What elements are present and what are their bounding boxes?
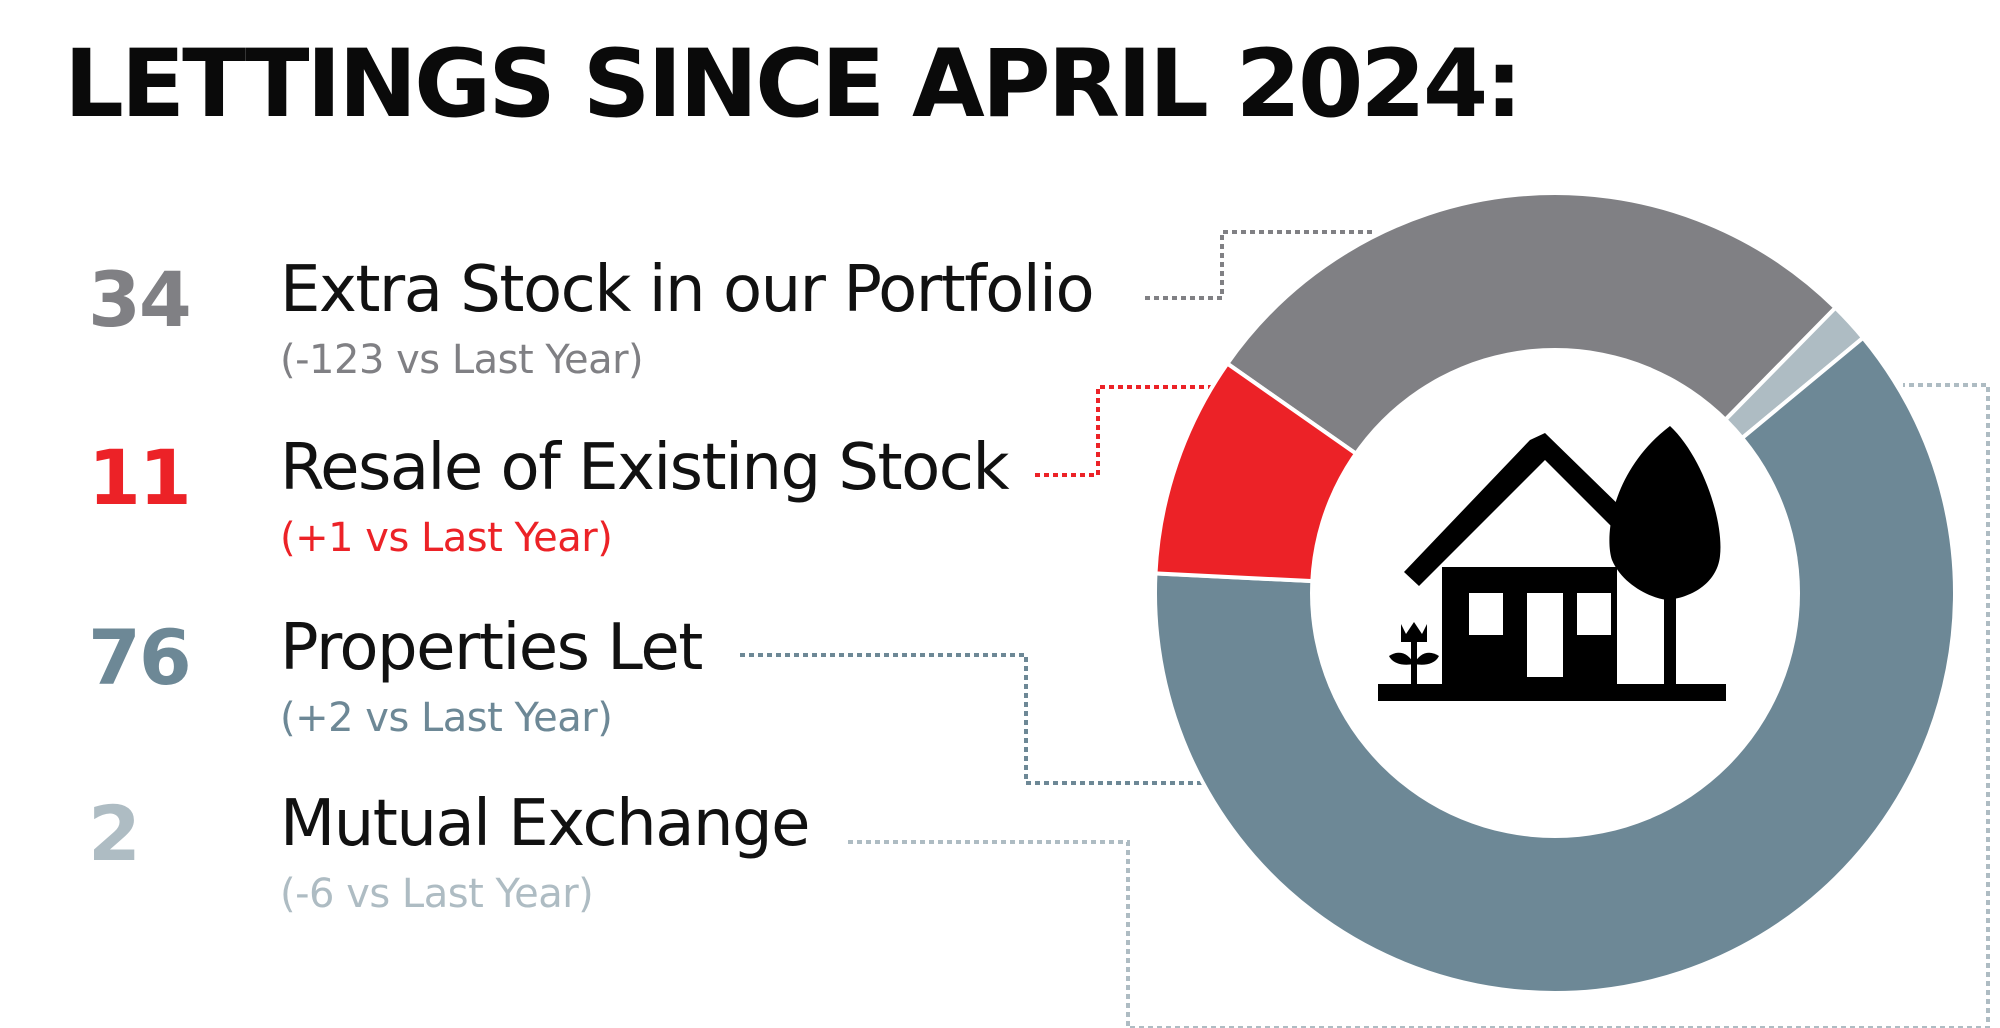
house-with-tree-icon (1378, 426, 1726, 701)
leader-line-resale (1035, 385, 1212, 477)
stat-value-extra-stock: 34 (88, 255, 192, 344)
leader-line-extra-stock (1145, 230, 1375, 300)
stat-change-properties-let: (+2 vs Last Year) (280, 695, 613, 741)
page-title: LETTINGS SINCE APRIL 2024: (64, 30, 1523, 139)
stat-label-properties-let: Properties Let (280, 611, 703, 685)
stat-change-extra-stock: (-123 vs Last Year) (280, 337, 644, 383)
leader-line-properties-let (740, 653, 1206, 785)
leader-line-mutual-exchange (848, 383, 1990, 1028)
stat-label-extra-stock: Extra Stock in our Portfolio (280, 253, 1095, 327)
leader-lines (740, 230, 1990, 1028)
stat-value-resale: 11 (88, 433, 192, 522)
stat-label-mutual-exchange: Mutual Exchange (280, 787, 811, 861)
stat-change-mutual-exchange: (-6 vs Last Year) (280, 871, 594, 917)
stat-value-properties-let: 76 (88, 613, 192, 702)
stat-value-mutual-exchange: 2 (88, 789, 141, 878)
stat-label-resale: Resale of Existing Stock (280, 431, 1010, 505)
stat-change-resale: (+1 vs Last Year) (280, 515, 613, 561)
